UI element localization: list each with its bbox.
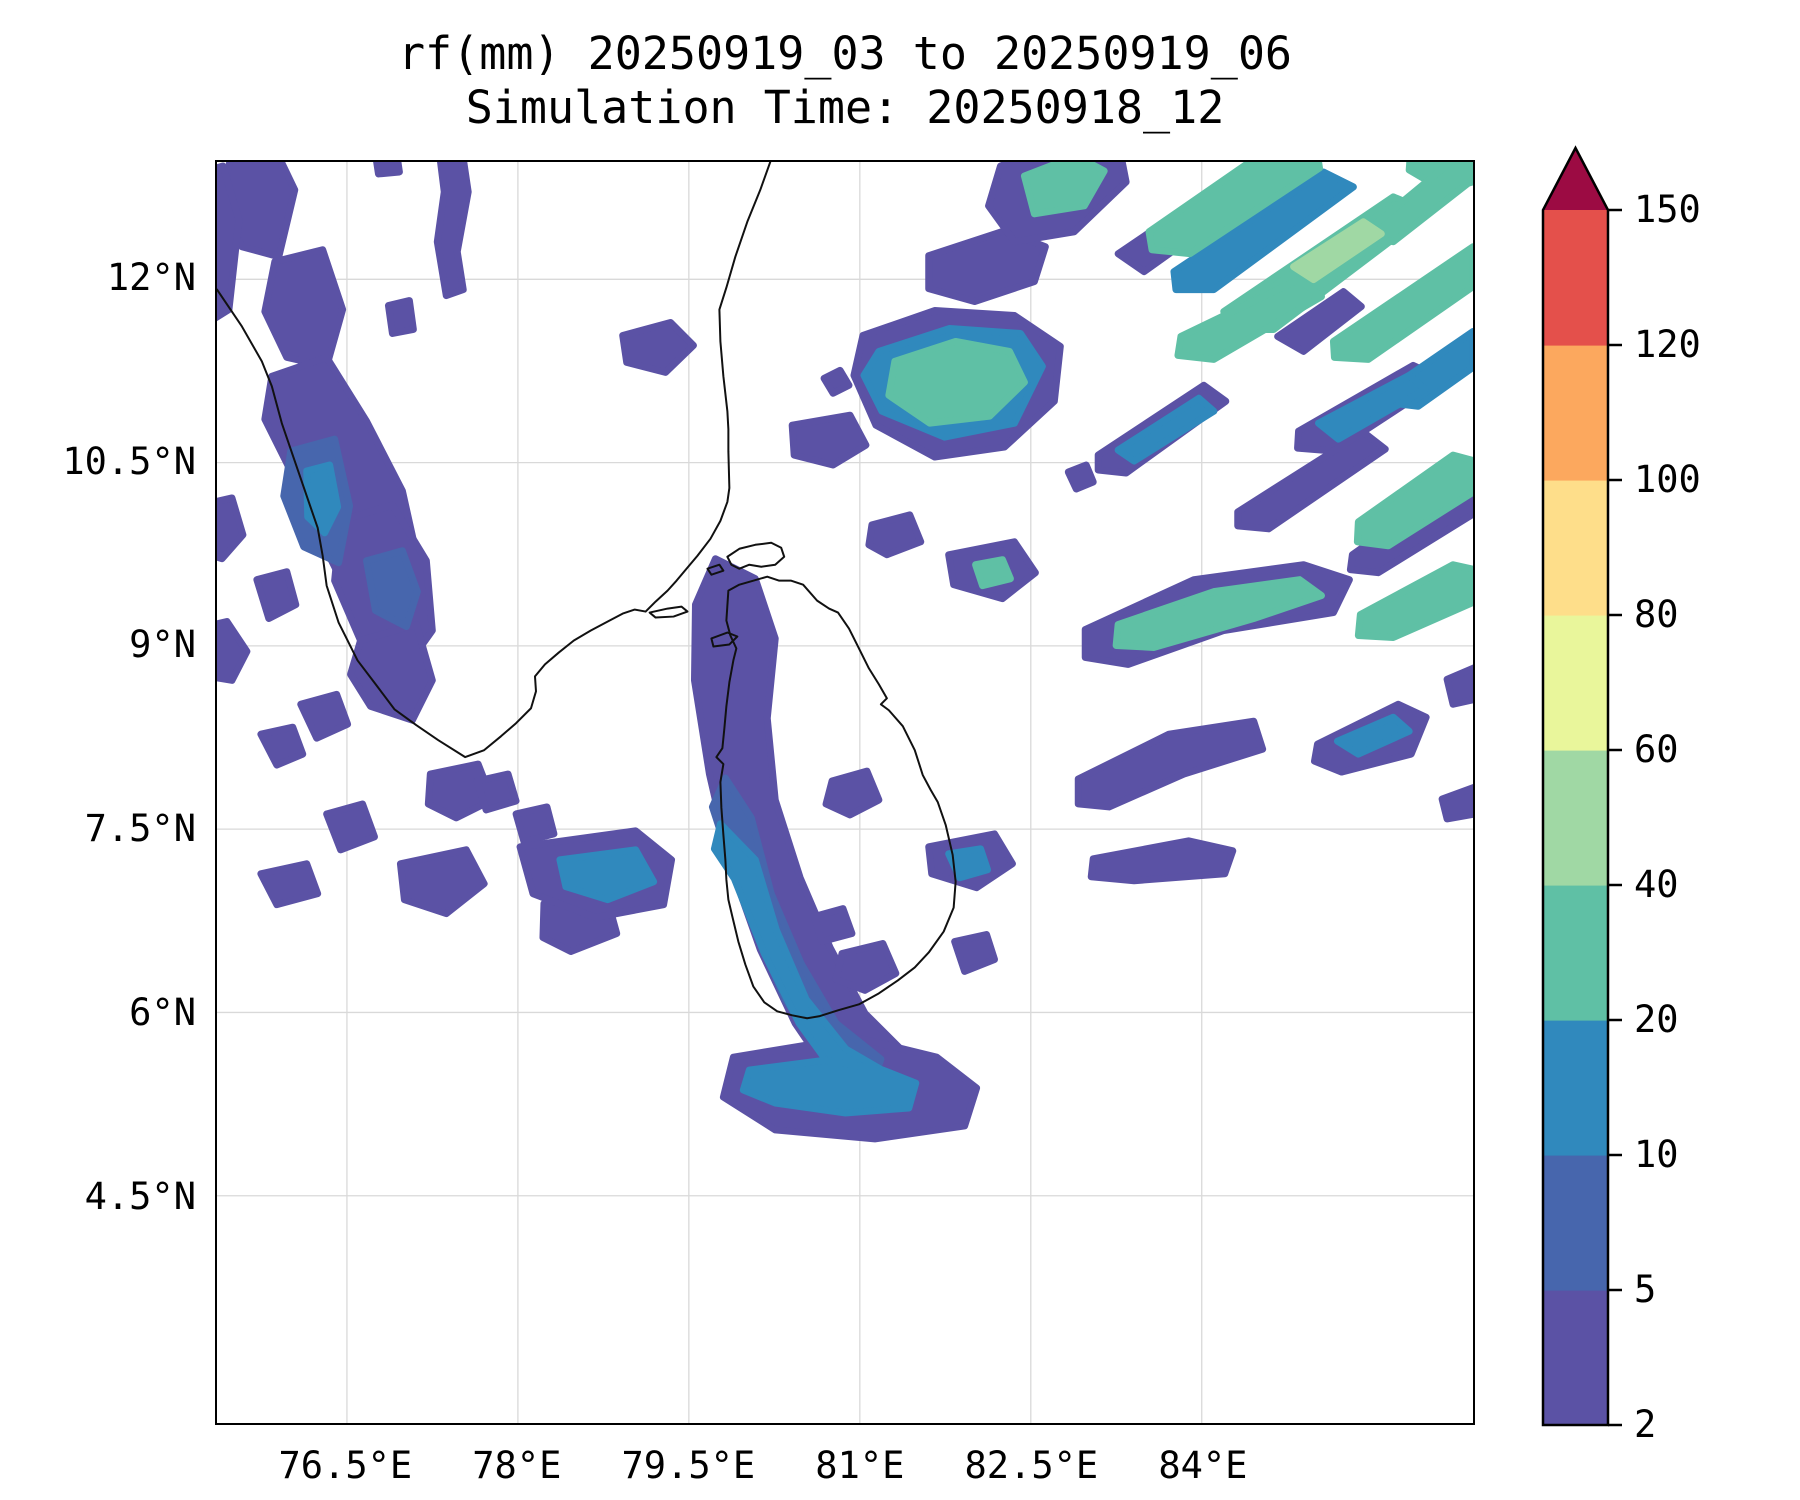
x-tick-label: 84°E [1158, 1444, 1248, 1487]
colorbar-tick-label: 20 [1634, 998, 1679, 1041]
colorbar-segment [1543, 1020, 1608, 1156]
y-tick-label: 12°N [106, 255, 196, 299]
jaffna-islands [706, 563, 725, 576]
colorbar-tick-label: 60 [1634, 728, 1679, 771]
colorbar-segment [1543, 615, 1608, 751]
colorbar-tick-label: 120 [1634, 323, 1701, 366]
jaffna-peninsula [726, 541, 786, 570]
x-tick-label: 82.5°E [964, 1444, 1099, 1487]
y-tick-label: 6°N [129, 991, 196, 1035]
sri-lanka-main [715, 575, 957, 1020]
plot-subtitle: Simulation Time: 20250918_12 [465, 81, 1225, 134]
colorbar-segment [1543, 480, 1608, 616]
y-tick-label: 9°N [129, 623, 196, 667]
colorbar-segment [1543, 1290, 1608, 1426]
colorbar-segment [1543, 1155, 1608, 1291]
mannar-island [710, 631, 739, 648]
map-plot-area [215, 160, 1475, 1425]
map-canvas [217, 162, 1473, 1423]
colorbar-segment [1543, 885, 1608, 1021]
y-tick-label: 7.5°N [84, 807, 196, 851]
x-tick-label: 79.5°E [621, 1444, 756, 1487]
rainfall-contours [217, 162, 1473, 1143]
colorbar-tick-label: 100 [1634, 458, 1701, 501]
colorbar-tick-label: 10 [1634, 1133, 1679, 1176]
y-tick-label: 4.5°N [84, 1175, 196, 1218]
colorbar-segment [1543, 210, 1608, 346]
india-coast [217, 162, 772, 759]
colorbar-tick-label: 40 [1634, 863, 1679, 906]
plot-title: rf(mm) 20250919_03 to 20250919_06 [397, 27, 1293, 80]
x-tick-label: 81°E [815, 1444, 905, 1487]
colorbar-tick-label: 5 [1634, 1268, 1657, 1311]
coastlines [217, 162, 957, 1020]
colorbar-tick-label: 150 [1634, 188, 1701, 231]
colorbar-outline [1541, 145, 1610, 1427]
colorbar-segment [1543, 750, 1608, 886]
grid-lines [217, 162, 1473, 1423]
x-tick-label: 76.5°E [278, 1444, 413, 1487]
colorbar-tick-label: 80 [1634, 593, 1679, 636]
colorbar-tick-label: 2 [1634, 1403, 1657, 1446]
colorbar-segment [1543, 345, 1608, 481]
rameswaram-island [648, 605, 689, 619]
y-tick-label: 10.5°N [62, 439, 196, 483]
colorbar-over-arrow [1543, 148, 1608, 210]
x-tick-label: 78°E [472, 1444, 562, 1487]
